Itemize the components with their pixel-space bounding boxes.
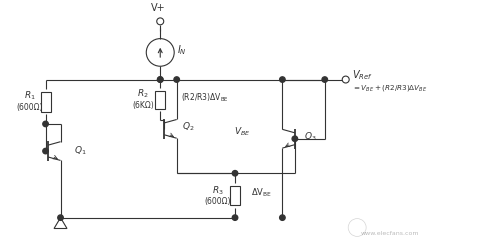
Text: $V_{BE}$: $V_{BE}$ [233,125,250,138]
Circle shape [279,215,285,220]
Circle shape [43,121,48,127]
Text: $R_2$: $R_2$ [136,87,148,100]
Text: $I_N$: $I_N$ [176,43,186,57]
Text: $\mathsf{\Delta V_{BE}}$: $\mathsf{\Delta V_{BE}}$ [250,187,272,199]
Text: $Q_1$: $Q_1$ [75,145,87,157]
Text: $Q_3$: $Q_3$ [303,130,316,142]
Text: $R_3$: $R_3$ [212,184,223,197]
Text: www.elecfans.com: www.elecfans.com [360,231,418,236]
Circle shape [157,77,163,82]
Text: (600Ω): (600Ω) [204,197,230,206]
Circle shape [174,77,179,82]
Text: $V_{Ref}$: $V_{Ref}$ [351,68,372,81]
Bar [229,186,240,205]
Circle shape [43,148,48,154]
Circle shape [342,76,348,83]
Circle shape [291,136,297,141]
Text: V+: V+ [150,3,165,13]
Circle shape [58,215,63,220]
Text: $=V_{BE}+(R2/R3)\Delta V_{BE}$: $=V_{BE}+(R2/R3)\Delta V_{BE}$ [351,83,427,93]
Circle shape [279,77,285,82]
Bar [155,91,165,109]
Text: (R2/R3)$\mathsf{\Delta V_{BE}}$: (R2/R3)$\mathsf{\Delta V_{BE}}$ [181,91,228,104]
Text: (6KΩ): (6KΩ) [132,101,153,110]
Text: $Q_2$: $Q_2$ [182,120,194,133]
Circle shape [321,77,327,82]
Text: $R_1$: $R_1$ [24,89,35,102]
Bar [41,92,50,112]
Circle shape [157,77,163,82]
Circle shape [232,171,237,176]
Circle shape [156,18,164,25]
Circle shape [232,215,237,220]
Text: (600Ω): (600Ω) [16,103,43,112]
